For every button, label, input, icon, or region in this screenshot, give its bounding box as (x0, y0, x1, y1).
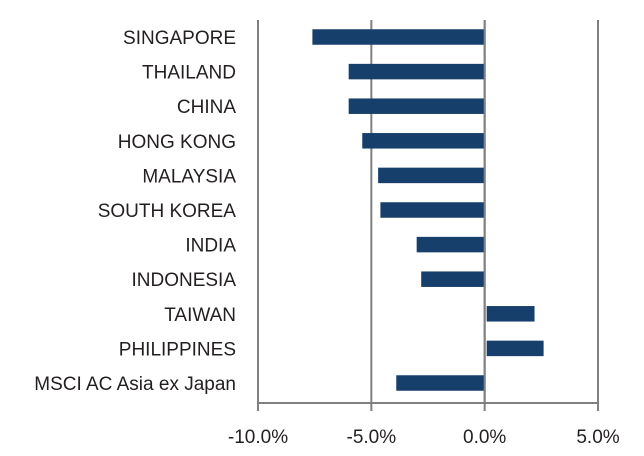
bar-10 (396, 375, 485, 391)
bar-8 (486, 306, 535, 322)
x-tick-label: -10.0% (228, 427, 288, 448)
bar-0 (312, 29, 485, 45)
bar-5 (380, 202, 485, 218)
bar-4 (378, 167, 485, 184)
category-label: SOUTH KOREA (98, 201, 237, 222)
bar-3 (362, 133, 485, 149)
bar-2 (348, 98, 485, 114)
x-tick-label: -5.0% (347, 427, 397, 448)
category-label: MALAYSIA (142, 166, 236, 187)
bars (312, 29, 544, 391)
category-label: SINGAPORE (123, 28, 236, 49)
category-label: PHILIPPINES (119, 339, 236, 360)
category-label: THAILAND (142, 63, 236, 84)
category-labels: SINGAPORE THAILAND CHINA HONG KONG MALAYSIA S… (34, 28, 236, 395)
bar-9 (486, 340, 544, 357)
category-label: INDONESIA (131, 270, 236, 291)
category-label: INDIA (185, 236, 236, 257)
category-label: MSCI AC Asia ex Japan (34, 374, 236, 395)
x-tick-label: 5.0% (576, 427, 619, 448)
category-label: TAIWAN (164, 305, 236, 326)
bar-7 (421, 271, 485, 287)
bar-1 (348, 63, 485, 80)
x-tick-label: 0.0% (463, 427, 506, 448)
x-axis: -10.0% -5.0% 0.0% 5.0% (228, 20, 620, 448)
category-label: HONG KONG (118, 132, 236, 153)
category-label: CHINA (177, 97, 236, 118)
bar-6 (416, 236, 485, 253)
